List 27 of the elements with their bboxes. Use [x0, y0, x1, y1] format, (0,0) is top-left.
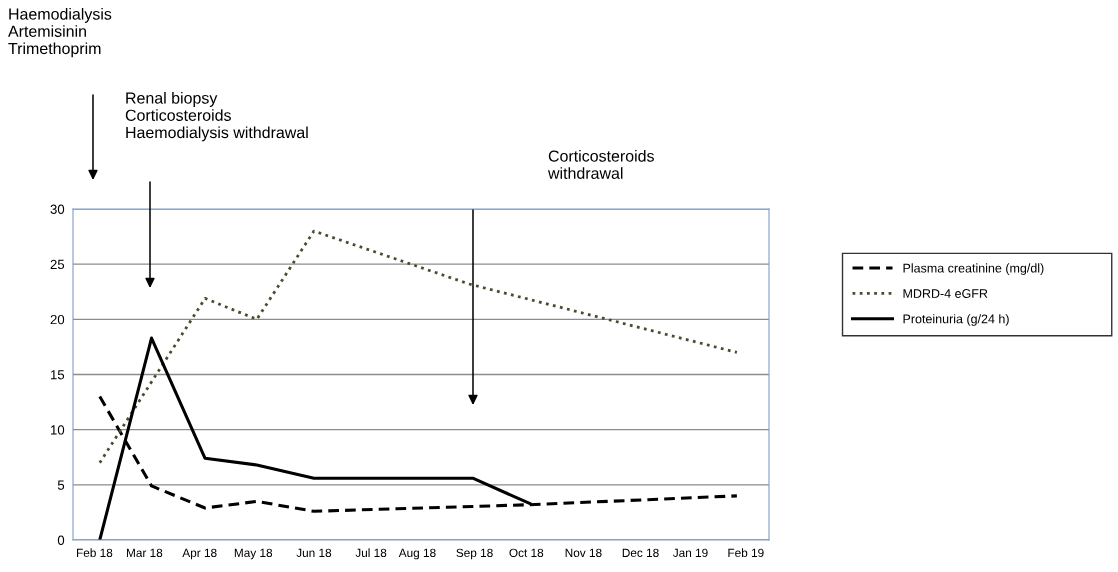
line-series [98, 229, 739, 465]
x-tick-label: Oct 18 [509, 548, 544, 557]
text: Haemodialysis Artemisinin Trimethoprim [8, 8, 112, 58]
x-tick-label: Dec 18 [622, 548, 659, 557]
y-tick-label: 15 [51, 370, 65, 380]
text: Corticosteroids withdrawal [547, 150, 654, 179]
legend-label: Plasma creatinine (mg/dl) [903, 263, 1044, 275]
x-tick-label: Apr 18 [182, 548, 217, 560]
x-tick-label: Jan 19 [672, 548, 708, 557]
legend-label: Proteinuria (g/24 h) [903, 314, 1009, 326]
x-tick-label: Aug 18 [398, 548, 436, 560]
x-tick-label: Sep 18 [456, 548, 493, 560]
y-tick-label: 0 [57, 535, 65, 545]
legend-label: MDRD-4 eGFR [903, 289, 988, 298]
x-tick-label: Mar 18 [126, 548, 163, 557]
x-tick-label: Feb 19 [728, 548, 764, 557]
y-tick-label: 30 [50, 204, 65, 214]
x-tick-label: Jul 18 [355, 548, 387, 557]
x-tick-label: Nov 18 [565, 548, 602, 557]
text: Renal biopsy Corticosteroids Haemodialysis withdrawal [125, 92, 308, 142]
y-tick-label: 10 [51, 425, 65, 435]
y-tick-label: 20 [50, 314, 65, 325]
x-tick-label: Feb 18 [77, 548, 113, 557]
x-tick-label: Jun 18 [296, 548, 332, 557]
y-tick-label: 5 [57, 480, 65, 490]
x-tick-label: May 18 [234, 548, 273, 560]
y-tick-label: 25 [50, 259, 65, 270]
